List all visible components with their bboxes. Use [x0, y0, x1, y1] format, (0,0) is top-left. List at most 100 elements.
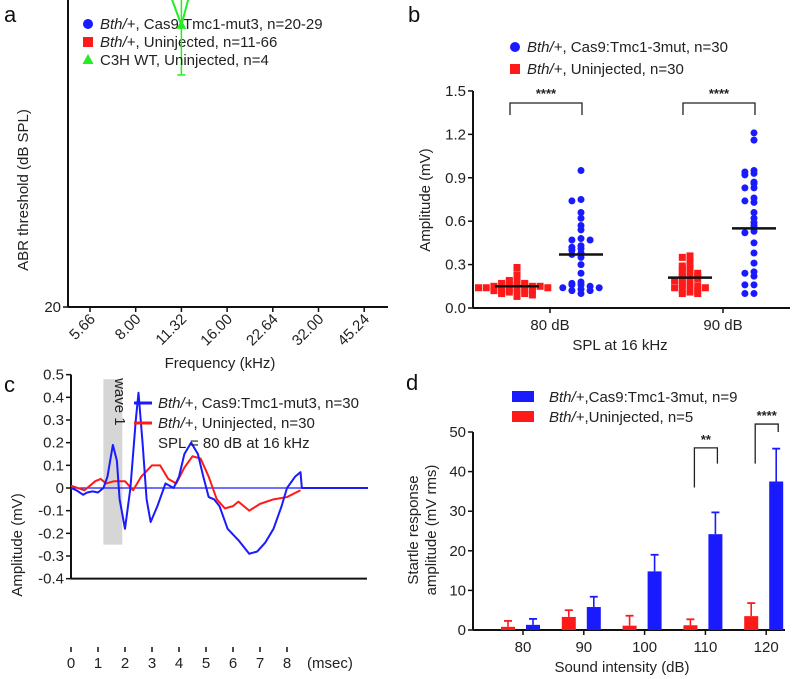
x-tick-label: 32.00	[289, 311, 328, 350]
wave-band-label: wave 1	[111, 377, 128, 426]
data-point	[577, 235, 585, 243]
data-point	[686, 288, 694, 296]
y-tick-label: 0	[56, 480, 64, 497]
x-tick-label: 1	[94, 655, 102, 672]
y-axis-label: Amplitude (mV)	[9, 493, 26, 596]
data-point	[750, 249, 758, 257]
bar	[622, 625, 637, 630]
y-axis-label: ABR threshold (dB SPL)	[15, 109, 32, 271]
data-point	[568, 287, 576, 295]
data-point	[741, 290, 749, 298]
y-tick-label: 1.5	[445, 83, 466, 100]
y-tick-label: 50	[449, 424, 466, 441]
data-point	[686, 252, 694, 260]
x-tick-label: 120	[754, 639, 779, 656]
data-point	[176, 19, 187, 29]
legend-label: Bth/+, Uninjected, n=11-66	[100, 34, 277, 51]
data-point	[678, 290, 686, 298]
data-point	[528, 287, 536, 295]
x-axis-label: (msec)	[307, 655, 353, 672]
y-tick-label: 0.2	[43, 435, 64, 452]
bar	[744, 616, 759, 630]
data-point	[528, 291, 536, 299]
y-tick-label: 10	[449, 582, 466, 599]
data-point	[694, 290, 702, 298]
legend-rest: ,Uninjected, n=5	[584, 409, 693, 426]
legend-italic: Bth/+	[527, 61, 563, 78]
x-tick-label: 5.66	[66, 311, 99, 344]
data-point	[577, 261, 585, 269]
data-point	[577, 214, 585, 222]
panel-d: d 0 10 20 30 40 50 80 90 100 110 120 Sound intensity…	[405, 370, 785, 676]
x-tick-label: 45.24	[334, 311, 373, 350]
legend-label: Bth/+, Cas9:Tmc1-mut3, n=30	[158, 395, 359, 412]
data-point	[750, 281, 758, 289]
significance-stars: **	[701, 432, 712, 447]
data-point	[577, 226, 585, 234]
bar	[769, 481, 784, 630]
y-axis-label-line: Startle response	[405, 475, 422, 584]
data-point	[513, 281, 521, 289]
y-tick-label: 0.3	[43, 412, 64, 429]
legend-italic: Bth/+	[100, 16, 136, 33]
y-tick-label: 20	[44, 299, 61, 316]
data-point	[559, 284, 567, 292]
y-tick-label: 40	[449, 464, 466, 481]
y-tick-label: 0.9	[445, 170, 466, 187]
x-tick-label: 3	[148, 655, 156, 672]
series-red	[501, 602, 759, 630]
y-tick-label: 0.0	[445, 300, 466, 317]
data-point	[568, 281, 576, 289]
legend-label: Bth/+,Uninjected, n=5	[549, 409, 693, 426]
legend-italic: Bth/+	[158, 415, 194, 432]
data-point	[505, 288, 513, 296]
legend-italic: Bth/+	[549, 409, 585, 426]
x-tick-label: 6	[229, 655, 237, 672]
bar	[561, 616, 576, 630]
data-point	[671, 277, 679, 285]
data-point	[741, 197, 749, 205]
panel-b: b 0.0 0.3 0.6 0.9 1.2 1.5 80 dB 90 dB SPL at 16 k…	[408, 2, 790, 354]
data-point	[586, 236, 594, 244]
y-tick-label: 20	[449, 543, 466, 560]
bar	[526, 624, 540, 630]
data-point	[750, 184, 758, 192]
legend-label: Bth/+,Cas9:Tmc1-3mut, n=9	[549, 389, 737, 406]
data-point	[750, 136, 758, 144]
panel-a: a20304050607080905.668.0011.3216.0022.64…	[4, 0, 388, 372]
legend-italic: Bth/+	[158, 395, 194, 412]
condition-note: SPL = 80 dB at 16 kHz	[158, 435, 310, 452]
legend-rest: , Cas9:Tmc1-mut3, n=20-29	[135, 16, 322, 33]
y-tick-label: -0.2	[38, 525, 64, 542]
data-point	[595, 284, 603, 292]
legend-marker	[82, 54, 94, 64]
data-point	[686, 259, 694, 267]
legend-rest: ,Cas9:Tmc1-3mut, n=9	[584, 389, 737, 406]
data-point	[577, 167, 585, 175]
legend-marker	[83, 37, 93, 47]
legend-italic: Bth/+	[549, 389, 585, 406]
data-point	[475, 284, 482, 292]
data-point	[521, 285, 529, 293]
data-point	[577, 208, 585, 216]
series-green	[171, 0, 190, 76]
data-point	[686, 281, 694, 289]
x-tick-label: 100	[632, 639, 657, 656]
legend-marker	[510, 42, 520, 52]
x-tick-label: 8	[283, 655, 291, 672]
significance-bracket	[509, 102, 583, 115]
data-point	[741, 269, 749, 277]
x-tick-label: 110	[693, 639, 717, 656]
legend-marker	[83, 19, 93, 29]
data-point	[498, 290, 506, 298]
x-axis-label: SPL at 16 kHz	[572, 337, 667, 354]
x-tick-label: 7	[256, 655, 264, 672]
wave-band	[103, 379, 123, 545]
x-tick-label: 22.64	[243, 311, 282, 350]
y-tick-label: 0.5	[43, 367, 64, 384]
y-tick-label: 0	[458, 622, 466, 639]
legend-rest: , Uninjected, n=11-66	[135, 34, 277, 51]
significance-bracket	[682, 102, 756, 115]
y-tick-label: 0.4	[43, 389, 64, 406]
data-point	[678, 281, 686, 289]
